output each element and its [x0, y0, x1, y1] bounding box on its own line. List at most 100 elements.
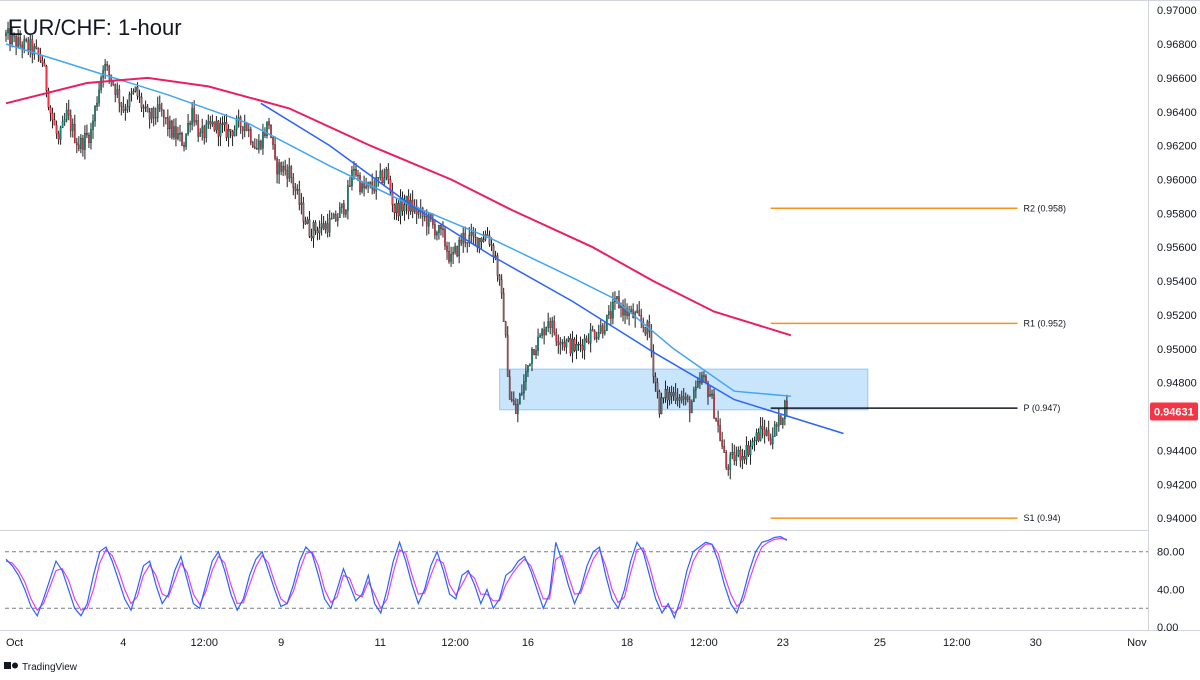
candle[interactable]: [616, 296, 618, 304]
candle[interactable]: [458, 237, 461, 264]
candle[interactable]: [784, 399, 786, 426]
candle[interactable]: [786, 394, 788, 418]
candle[interactable]: [128, 91, 131, 113]
candle[interactable]: [731, 443, 734, 460]
candle[interactable]: [755, 428, 758, 446]
candle[interactable]: [122, 96, 125, 114]
candle[interactable]: [116, 82, 119, 99]
candle[interactable]: [104, 59, 106, 80]
candle[interactable]: [164, 117, 167, 125]
candle[interactable]: [543, 321, 545, 345]
time-axis[interactable]: Oct 4 12:00 9 11 12:00 16 18 12:00 23 25 12:00 30 Nov: [6, 637, 1147, 649]
candle[interactable]: [709, 386, 711, 397]
candle[interactable]: [306, 216, 309, 225]
candle[interactable]: [201, 118, 204, 141]
candle[interactable]: [31, 34, 34, 64]
candle[interactable]: [328, 210, 331, 237]
candle[interactable]: [699, 372, 701, 390]
candle[interactable]: [67, 99, 70, 121]
candle[interactable]: [721, 431, 724, 450]
candle[interactable]: [642, 317, 645, 333]
candle[interactable]: [539, 333, 541, 338]
candle[interactable]: [124, 103, 127, 121]
candle[interactable]: [195, 114, 198, 126]
candle[interactable]: [209, 115, 212, 130]
candle[interactable]: [656, 378, 659, 399]
candle[interactable]: [233, 125, 236, 137]
candle[interactable]: [114, 83, 117, 103]
candle[interactable]: [462, 227, 465, 253]
candle[interactable]: [144, 100, 147, 113]
last-price-tag[interactable]: 0.94631: [1150, 402, 1198, 421]
candle[interactable]: [628, 305, 630, 326]
candle[interactable]: [383, 168, 386, 187]
trendline-line[interactable]: [260, 102, 844, 435]
candle[interactable]: [80, 134, 82, 154]
candle[interactable]: [61, 115, 64, 128]
candle[interactable]: [438, 224, 440, 240]
candle[interactable]: [223, 115, 226, 132]
candle[interactable]: [71, 118, 74, 138]
candle[interactable]: [674, 383, 677, 405]
candle[interactable]: [229, 128, 232, 139]
candle[interactable]: [94, 105, 96, 127]
candle[interactable]: [126, 99, 129, 113]
candle[interactable]: [298, 180, 301, 211]
candle[interactable]: [239, 115, 242, 134]
candle[interactable]: [735, 446, 738, 466]
candle[interactable]: [249, 126, 252, 146]
candle[interactable]: [654, 372, 657, 392]
candle[interactable]: [672, 386, 675, 401]
candle[interactable]: [225, 114, 228, 142]
candle[interactable]: [389, 175, 392, 196]
candle[interactable]: [500, 274, 503, 299]
candle[interactable]: [529, 363, 531, 367]
candle[interactable]: [272, 136, 274, 150]
candle[interactable]: [158, 95, 161, 113]
candle[interactable]: [84, 125, 86, 160]
candle[interactable]: [450, 246, 452, 267]
candle[interactable]: [725, 450, 728, 471]
candle[interactable]: [106, 61, 109, 71]
candle[interactable]: [345, 209, 347, 218]
candle[interactable]: [340, 203, 343, 214]
candle[interactable]: [763, 419, 766, 444]
candle[interactable]: [243, 114, 246, 138]
candle[interactable]: [757, 428, 760, 443]
candle[interactable]: [347, 179, 349, 220]
candle[interactable]: [219, 117, 222, 147]
candle[interactable]: [203, 124, 206, 145]
candle[interactable]: [102, 65, 104, 88]
candle[interactable]: [658, 389, 661, 418]
candle[interactable]: [314, 220, 317, 236]
candle[interactable]: [644, 326, 647, 337]
candle[interactable]: [729, 451, 732, 480]
candle[interactable]: [660, 392, 663, 415]
candle[interactable]: [640, 308, 643, 329]
candle[interactable]: [442, 221, 444, 238]
candle[interactable]: [593, 329, 596, 341]
candle[interactable]: [294, 183, 297, 200]
candle[interactable]: [779, 415, 782, 426]
candle[interactable]: [302, 196, 305, 229]
candle[interactable]: [581, 339, 584, 359]
candle[interactable]: [545, 326, 548, 336]
candle[interactable]: [385, 166, 388, 181]
candle[interactable]: [733, 444, 736, 466]
candle[interactable]: [395, 198, 398, 221]
candle[interactable]: [154, 107, 157, 125]
candle[interactable]: [268, 117, 270, 130]
candle[interactable]: [296, 184, 299, 195]
stochastic-pane[interactable]: [5, 535, 1148, 620]
candle[interactable]: [391, 182, 394, 213]
candle[interactable]: [13, 32, 15, 43]
candle[interactable]: [146, 103, 149, 113]
candle[interactable]: [160, 102, 163, 117]
candle[interactable]: [713, 388, 715, 420]
candle[interactable]: [506, 326, 509, 377]
candle[interactable]: [177, 126, 179, 141]
candle[interactable]: [330, 212, 333, 220]
candle[interactable]: [601, 322, 604, 339]
candle[interactable]: [253, 138, 256, 150]
candle[interactable]: [751, 437, 754, 450]
